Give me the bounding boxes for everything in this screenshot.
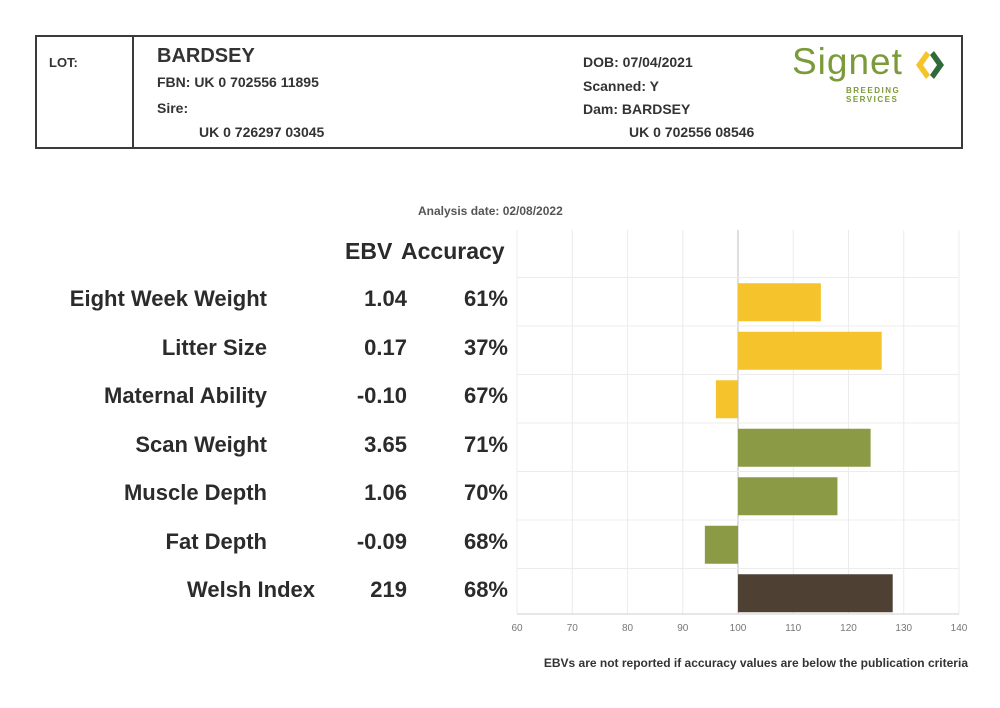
trait-label: Scan Weight (135, 431, 267, 457)
trait-label: Fat Depth (165, 528, 267, 554)
trait-label: Litter Size (161, 334, 267, 360)
animal-header: LOT: BARDSEY FBN: UK 0 702556 11895 Sire… (35, 35, 963, 149)
accuracy-value: 68% (463, 577, 508, 602)
x-tick-label: 60 (511, 623, 523, 634)
x-tick-label: 90 (677, 623, 689, 634)
ebv-value: 1.06 (364, 480, 407, 505)
bar-muscle-depth (738, 477, 838, 516)
ebv-value: 219 (370, 577, 407, 602)
x-tick-label: 70 (567, 623, 579, 634)
signet-logo-word: Signet (792, 41, 903, 82)
trait-label: Welsh Index (187, 577, 315, 602)
dam-name: Dam: BARDSEY (583, 101, 691, 117)
sire-label: Sire: (157, 100, 189, 116)
x-tick-label: 140 (951, 623, 968, 634)
animal-name: BARDSEY (157, 45, 255, 67)
fbn-number: FBN: UK 0 702556 11895 (157, 74, 319, 90)
ebv-value: -0.10 (356, 383, 407, 408)
ebv-value: -0.09 (356, 528, 407, 554)
x-tick-label: 110 (785, 623, 801, 634)
x-tick-label: 80 (622, 623, 634, 634)
trait-label: Eight Week Weight (69, 286, 267, 311)
x-tick-label: 130 (895, 623, 912, 634)
accuracy-value: 68% (463, 528, 508, 554)
dam-id: UK 0 702556 08546 (629, 124, 755, 140)
bar-litter-size (738, 331, 882, 370)
trait-label: Maternal Ability (104, 383, 267, 408)
bar-scan-weight (738, 428, 871, 467)
signet-logo-subtitle: BREEDING SERVICES (846, 86, 901, 104)
signet-logo: Signet BREEDING SERVICES (792, 41, 952, 104)
ebv-value: 1.04 (364, 286, 407, 311)
ebv-value: 3.65 (364, 431, 407, 457)
trait-label: Muscle Depth (123, 480, 267, 505)
lot-divider (132, 37, 134, 147)
scanned-status: Scanned: Y (583, 78, 659, 94)
accuracy-value: 70% (463, 480, 508, 505)
x-tick-label: 100 (730, 623, 747, 634)
sire-id: UK 0 726297 03045 (199, 124, 325, 140)
bar-maternal-ability (715, 380, 738, 419)
ebv-value: 0.17 (364, 334, 407, 360)
signet-chevron-icon (916, 51, 944, 79)
accuracy-value: 71% (463, 431, 508, 457)
x-tick-label: 120 (840, 623, 857, 634)
accuracy-value: 61% (463, 286, 508, 311)
accuracy-column-header: Accuracy (401, 238, 505, 264)
date-of-birth: DOB: 07/04/2021 (583, 54, 693, 70)
accuracy-value: 37% (463, 334, 508, 360)
analysis-date: Analysis date: 02/08/2022 (418, 204, 563, 218)
bar-eight-week-weight (738, 283, 821, 322)
bar-welsh-index (738, 574, 893, 613)
footnote: EBVs are not reported if accuracy values… (543, 656, 968, 670)
accuracy-value: 67% (463, 383, 508, 408)
bar-fat-depth (704, 525, 738, 564)
lot-label: LOT: (49, 55, 78, 70)
ebv-column-header: EBV (345, 238, 393, 264)
